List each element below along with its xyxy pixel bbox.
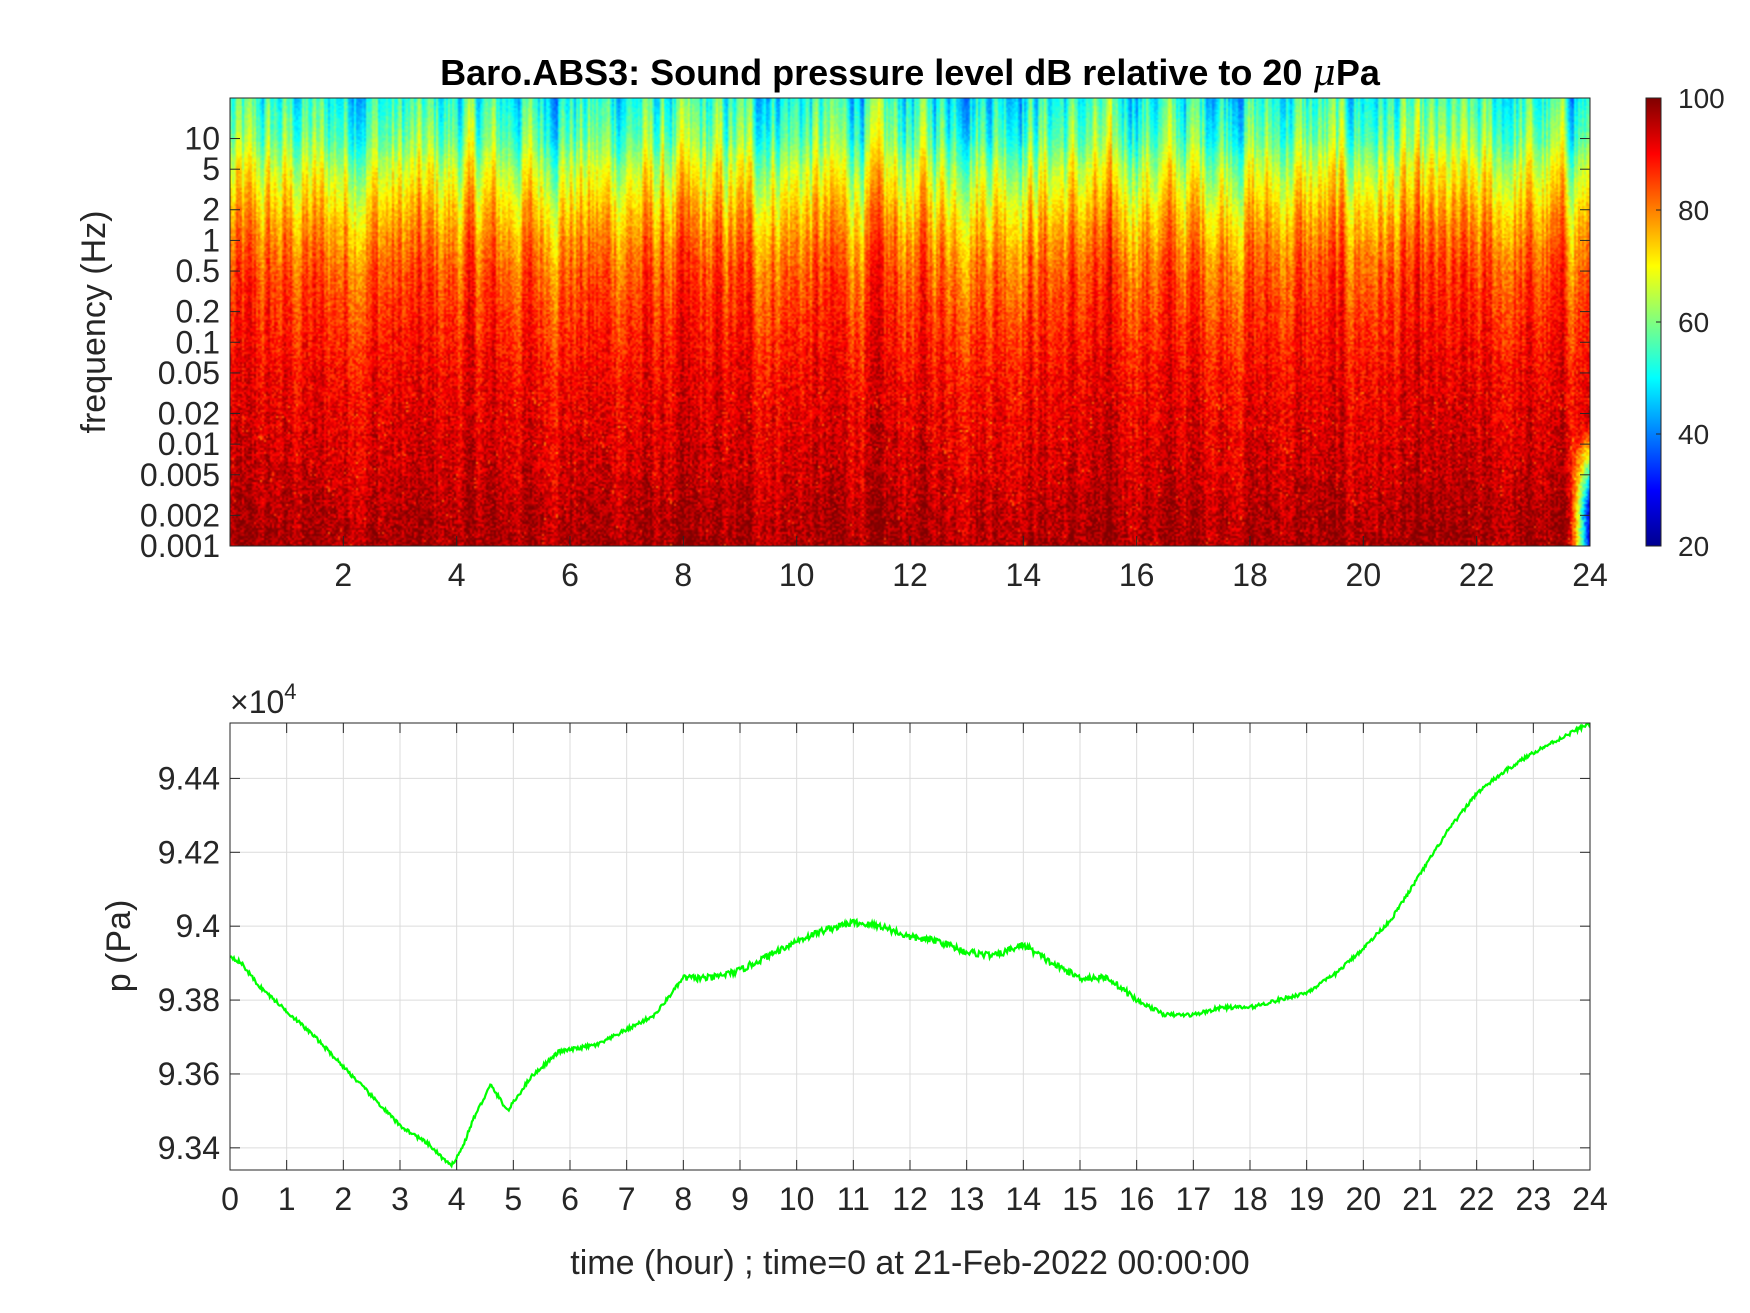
spectrogram-image [230, 98, 1590, 546]
spectrogram-x-tick-label: 6 [561, 557, 579, 593]
pressure-x-tick-label: 18 [1232, 1181, 1268, 1217]
spectrogram-y-tick-label: 0.001 [140, 528, 220, 564]
pressure-x-tick-label: 10 [779, 1181, 815, 1217]
pressure-x-tick-label: 15 [1062, 1181, 1098, 1217]
pressure-x-tick-label: 3 [391, 1181, 409, 1217]
spectrogram-y-tick-label: 0.5 [176, 253, 220, 289]
spectrogram-y-tick-label: 0.1 [176, 324, 220, 360]
pressure-y-tick-label: 9.4 [176, 908, 220, 944]
spectrogram-x-tick-label: 20 [1346, 557, 1382, 593]
spectrogram-x-tick-label: 24 [1572, 557, 1608, 593]
spectrogram-y-label: frequency (Hz) [75, 211, 113, 434]
pressure-y-label: p (Pa) [100, 900, 138, 993]
pressure-y-ticks: 9.34 9.36 9.38 9.4 9.42 9.44 [158, 760, 1590, 1166]
spectrogram-x-tick-label: 10 [779, 557, 815, 593]
spectrogram-x-tick-label: 8 [674, 557, 692, 593]
pressure-x-tick-label: 11 [837, 1181, 870, 1217]
spectrogram-y-tick-label: 0.02 [158, 395, 220, 431]
pressure-x-tick-label: 22 [1459, 1181, 1495, 1217]
pressure-y-tick-label: 9.38 [158, 982, 220, 1018]
pressure-x-tick-label: 9 [731, 1181, 749, 1217]
pressure-x-tick-label: 8 [674, 1181, 692, 1217]
spectrogram-y-tick-label: 0.005 [140, 457, 220, 493]
pressure-series-line [230, 723, 1590, 1169]
colorbar-ticks: 20 40 60 80 100 [1656, 83, 1725, 562]
pressure-x-tick-label: 23 [1516, 1181, 1552, 1217]
spectrogram-x-tick-label: 18 [1232, 557, 1268, 593]
pressure-x-tick-label: 5 [504, 1181, 522, 1217]
pressure-y-tick-label: 9.44 [158, 760, 220, 796]
spectrogram-x-tick-label: 12 [892, 557, 928, 593]
pressure-x-tick-label: 14 [1006, 1181, 1042, 1217]
pressure-x-tick-label: 24 [1572, 1181, 1608, 1217]
pressure-panel: 9.349.369.389.49.429.44 0 1 2 3 4 5 6 7 8 9 10 11 12… [100, 679, 1608, 1282]
spectrogram-x-tick-label: 2 [334, 557, 352, 593]
spectrogram-y-tick-label: 0.2 [176, 294, 220, 330]
pressure-x-tick-label: 16 [1119, 1181, 1155, 1217]
pressure-x-tick-label: 17 [1176, 1181, 1212, 1217]
spectrogram-x-tick-label: 14 [1006, 557, 1042, 593]
pressure-x-tick-label: 7 [618, 1181, 636, 1217]
spectrogram-x-ticks: 2 4 6 8 10 12 14 16 18 20 22 24 [334, 536, 1608, 593]
pressure-x-tick-label: 21 [1402, 1181, 1438, 1217]
pressure-x-tick-label: 20 [1346, 1181, 1382, 1217]
pressure-x-tick-label: 1 [278, 1181, 296, 1217]
pressure-x-tick-label: 13 [949, 1181, 985, 1217]
spectrogram-y-tick-label: 0.01 [158, 426, 220, 462]
spectrogram-title: Baro.ABS3: Sound pressure level dB relat… [440, 52, 1381, 94]
pressure-y-tick-label: 9.36 [158, 1056, 220, 1092]
pressure-y-tick-label: 9.42 [158, 834, 220, 870]
spectrogram-y-tick-label: 5 [202, 151, 220, 187]
colorbar-tick-label: 20 [1678, 531, 1709, 562]
spectrogram-y-tick-label: 10 [184, 121, 220, 157]
pressure-x-tick-label: 6 [561, 1181, 579, 1217]
pressure-y-exponent: ×104 [230, 679, 297, 720]
pressure-x-label: time (hour) ; time=0 at 21-Feb-2022 00:0… [570, 1244, 1249, 1282]
pressure-x-tick-label: 0 [221, 1181, 239, 1217]
spectrogram-panel: Baro.ABS3: Sound pressure level dB relat… [75, 52, 1725, 593]
pressure-x-tick-label: 4 [448, 1181, 466, 1217]
colorbar-tick-label: 40 [1678, 419, 1709, 450]
pressure-y-tick-label: 9.34 [158, 1130, 220, 1166]
spectrogram-y-tick-label: 0.002 [140, 497, 220, 533]
colorbar-tick-label: 100 [1678, 83, 1725, 114]
spectrogram-y-tick-label: 2 [202, 192, 220, 228]
pressure-x-tick-label: 2 [334, 1181, 352, 1217]
colorbar-tick-label: 60 [1678, 307, 1709, 338]
spectrogram-x-tick-label: 16 [1119, 557, 1155, 593]
pressure-x-tick-label: 19 [1289, 1181, 1325, 1217]
spectrogram-y-tick-label: 0.05 [158, 355, 220, 391]
spectrogram-x-tick-label: 4 [448, 557, 466, 593]
colorbar-tick-label: 80 [1678, 195, 1709, 226]
spectrogram-y-tick-label: 1 [202, 222, 220, 258]
pressure-x-tick-label: 12 [892, 1181, 928, 1217]
pressure-x-ticks: 0 1 2 3 4 5 6 7 8 9 10 11 12 13 14 15 16 17 18 19 20 21 22 23 24 [221, 723, 1608, 1217]
spectrogram-x-tick-label: 22 [1459, 557, 1495, 593]
